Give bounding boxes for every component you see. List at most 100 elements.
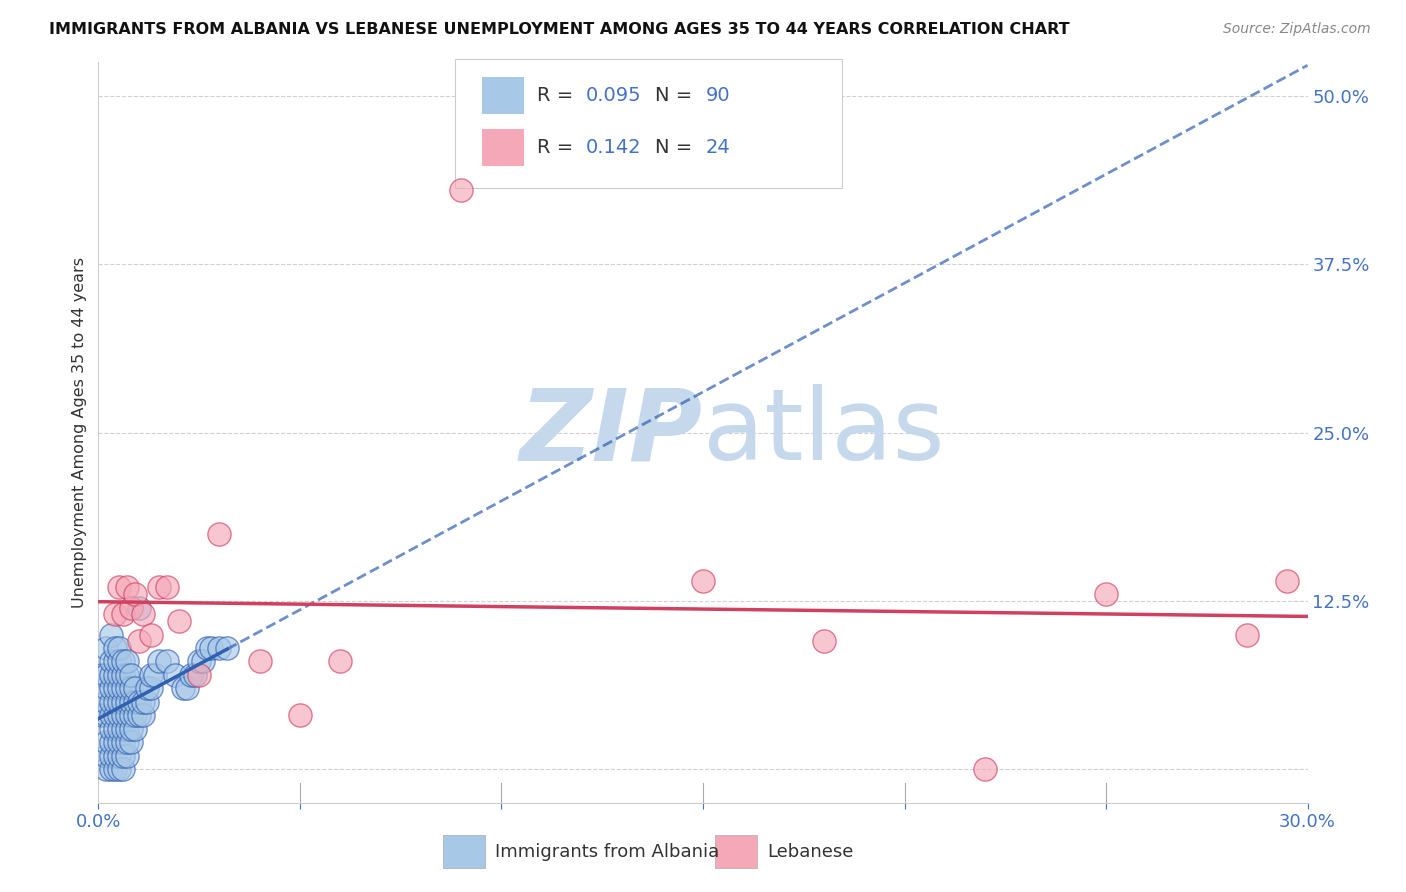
FancyBboxPatch shape — [456, 59, 842, 188]
Point — [103, 640, 125, 655]
Point — [193, 655, 215, 669]
Text: N =: N = — [655, 87, 699, 105]
Point — [111, 655, 134, 669]
Point — [100, 708, 122, 723]
Point — [111, 722, 134, 736]
Point — [111, 762, 134, 776]
Point — [132, 708, 155, 723]
Point — [143, 668, 166, 682]
Point — [124, 722, 146, 736]
Point — [111, 695, 134, 709]
Point — [100, 627, 122, 641]
Point — [103, 695, 125, 709]
Point — [100, 695, 122, 709]
Point — [107, 722, 129, 736]
Point — [184, 668, 207, 682]
Point — [139, 627, 162, 641]
Point — [115, 722, 138, 736]
Point — [200, 640, 222, 655]
Point — [132, 695, 155, 709]
Point — [139, 681, 162, 696]
Point — [115, 681, 138, 696]
Point — [329, 655, 352, 669]
Point — [111, 708, 134, 723]
Point — [1095, 587, 1118, 601]
Point — [91, 708, 114, 723]
Point — [100, 735, 122, 749]
Point — [103, 607, 125, 622]
Point — [107, 695, 129, 709]
Point — [249, 655, 271, 669]
Point — [120, 668, 142, 682]
Point — [120, 600, 142, 615]
Point — [100, 722, 122, 736]
Text: R =: R = — [537, 138, 586, 157]
Point — [100, 762, 122, 776]
Point — [208, 640, 231, 655]
Text: IMMIGRANTS FROM ALBANIA VS LEBANESE UNEMPLOYMENT AMONG AGES 35 TO 44 YEARS CORRE: IMMIGRANTS FROM ALBANIA VS LEBANESE UNEM… — [49, 22, 1070, 37]
Point — [128, 600, 150, 615]
Point — [96, 748, 118, 763]
Point — [107, 681, 129, 696]
Point — [107, 668, 129, 682]
Point — [100, 748, 122, 763]
Point — [115, 695, 138, 709]
Point — [148, 581, 170, 595]
Point — [124, 708, 146, 723]
Point — [120, 695, 142, 709]
Point — [163, 668, 186, 682]
Bar — [716, 835, 758, 868]
Text: R =: R = — [537, 87, 579, 105]
Point — [120, 681, 142, 696]
Bar — [482, 129, 524, 166]
Point — [115, 735, 138, 749]
Point — [148, 655, 170, 669]
Point — [135, 695, 157, 709]
Point — [111, 735, 134, 749]
Point — [974, 762, 997, 776]
Text: ZIP: ZIP — [520, 384, 703, 481]
Bar — [443, 835, 485, 868]
Point — [107, 708, 129, 723]
Text: 24: 24 — [706, 138, 730, 157]
Point — [107, 762, 129, 776]
Point — [128, 695, 150, 709]
Point — [96, 668, 118, 682]
Point — [103, 655, 125, 669]
Point — [100, 681, 122, 696]
Point — [107, 581, 129, 595]
Point — [111, 748, 134, 763]
Point — [103, 748, 125, 763]
Point — [96, 735, 118, 749]
Point — [96, 681, 118, 696]
Point — [115, 655, 138, 669]
Point — [96, 708, 118, 723]
Point — [124, 587, 146, 601]
Point — [96, 762, 118, 776]
Point — [124, 681, 146, 696]
Point — [188, 668, 211, 682]
Point — [1277, 574, 1299, 588]
Point — [692, 574, 714, 588]
Point — [135, 681, 157, 696]
Text: Immigrants from Albania: Immigrants from Albania — [495, 843, 720, 861]
Point — [111, 607, 134, 622]
Point — [217, 640, 239, 655]
Point — [156, 581, 179, 595]
Text: 0.095: 0.095 — [586, 87, 641, 105]
Point — [450, 183, 472, 197]
Point — [115, 748, 138, 763]
Text: N =: N = — [655, 138, 699, 157]
Point — [172, 681, 194, 696]
Point — [120, 722, 142, 736]
Point — [156, 655, 179, 669]
Point — [128, 634, 150, 648]
Point — [100, 668, 122, 682]
Point — [132, 607, 155, 622]
Point — [115, 708, 138, 723]
Point — [107, 748, 129, 763]
Point — [103, 722, 125, 736]
Point — [124, 695, 146, 709]
Point — [107, 655, 129, 669]
Point — [107, 735, 129, 749]
